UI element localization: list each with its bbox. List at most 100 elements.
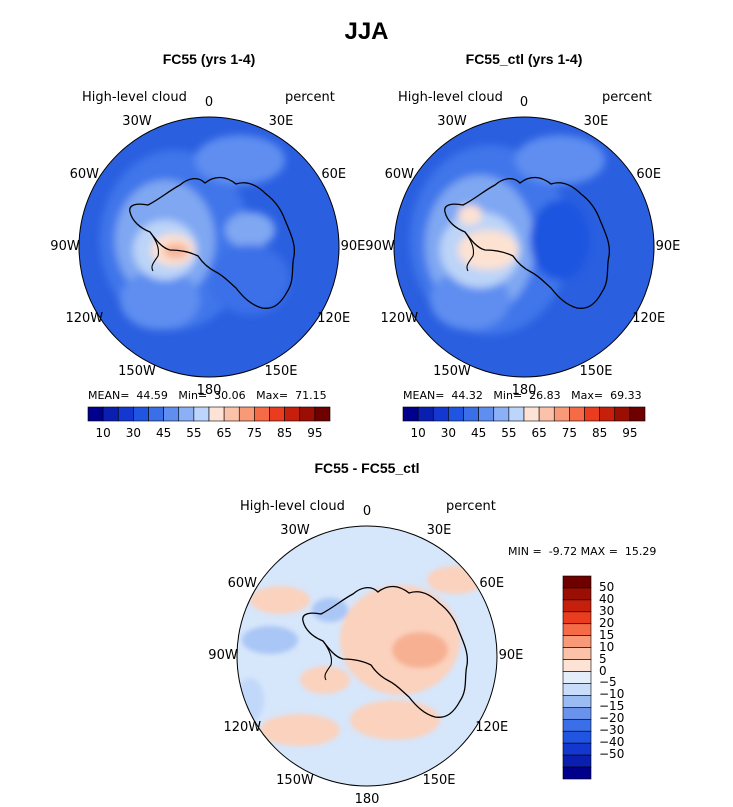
panel-2-colorbar-swatch (402, 406, 419, 422)
difference-colorbar-swatch (562, 599, 592, 613)
panel-2-colorbar-tick-label: 55 (501, 426, 517, 440)
panel-3-units: percent (446, 499, 496, 514)
panel-2-lon-label: 90W (365, 239, 395, 254)
mean-label: MEAN= (88, 389, 130, 402)
difference-colorbar-swatch (562, 575, 592, 589)
panel-2-colorbar-swatch (463, 406, 479, 422)
panel-3-lon-label: 120E (475, 720, 509, 735)
difference-colorbar-tick-label: −40 (599, 735, 625, 750)
panel-1-colorbar-swatch (87, 406, 104, 422)
panel-2-colorbar (402, 406, 646, 422)
panel-1-colorbar-swatch (102, 406, 119, 422)
panel-1-colorbar-swatch (284, 406, 301, 422)
min-label: Min= (493, 389, 523, 402)
panel-1-lon-label: 180 (196, 383, 222, 398)
panel-2-lon-label: 90E (655, 239, 681, 254)
panel-2-colorbar-swatch (629, 406, 646, 422)
panel-2-map (393, 116, 655, 378)
difference-colorbar-swatch (562, 683, 592, 696)
panel-1-lon-label: 90E (340, 239, 366, 254)
panel-1-colorbar-tick-label: 30 (125, 426, 142, 440)
min-label: Min= (178, 389, 208, 402)
panel-1-colorbar-swatch (299, 406, 316, 422)
panel-2-lon-label: 60W (384, 167, 414, 182)
panel-3-lon-label: 90W (208, 648, 238, 663)
panel-1-stats: MEAN= 44.59 Min= 30.06 Max= 71.15 (88, 389, 327, 402)
difference-colorbar-tick-label: −10 (599, 687, 625, 702)
difference-colorbar-swatch (562, 707, 592, 720)
panel-3-lon-label: 150W (276, 772, 314, 788)
panel-1-map (78, 116, 340, 378)
panel-2-stats: MEAN= 44.32 Min= 26.83 Max= 69.33 (403, 389, 642, 402)
panel-2-title: FC55_ctl (yrs 1-4) (465, 51, 583, 67)
difference-colorbar-swatch (562, 659, 592, 672)
difference-colorbar-swatch (562, 730, 592, 744)
difference-colorbar-tick-label: −50 (599, 747, 625, 762)
difference-colorbar-tick-label: −20 (599, 711, 625, 726)
panel-2-colorbar-tick-label: 75 (561, 426, 578, 440)
difference-colorbar-tick-label: 30 (599, 603, 615, 618)
panel-1-colorbar-tick-label: 75 (246, 426, 263, 440)
max-label: Max= (571, 389, 604, 402)
mean-label: MEAN= (403, 389, 445, 402)
min-label: MIN = (508, 545, 542, 558)
panel-3-lon-label: 90E (498, 648, 524, 663)
mean-value: 44.32 (451, 389, 483, 402)
difference-colorbar-tick-label: 0 (599, 663, 607, 678)
difference-colorbar-swatch (562, 718, 592, 732)
panel-2-lon-label: 120E (632, 311, 666, 326)
panel-3-lon-label: 60E (479, 576, 505, 591)
panel-1-colorbar (87, 406, 331, 422)
panel-1-lon-label: 120E (317, 311, 351, 326)
difference-colorbar-tick-label: −15 (599, 699, 625, 714)
panel-1-colorbar-swatch (314, 406, 331, 422)
max-value: 69.33 (610, 389, 642, 402)
panel-2-colorbar-swatch (508, 406, 525, 422)
difference-colorbar-tick-label: 10 (599, 639, 615, 654)
panel-1-lon-label: 90W (50, 239, 80, 254)
main-title: JJA (344, 18, 389, 45)
panel-3-lon-label: 60W (227, 576, 257, 591)
panel-2-colorbar-tick-label: 65 (531, 426, 547, 440)
panel-1-lon-label: 0 (204, 95, 214, 110)
panel-2-colorbar-tick-label: 45 (470, 426, 487, 440)
panel-1-colorbar-swatch (254, 406, 270, 422)
panel-1-colorbar-swatch (193, 406, 210, 422)
panel-1-units: percent (285, 90, 335, 105)
panel-1-colorbar-swatch (117, 406, 134, 422)
panel-2-colorbar-swatch (417, 406, 434, 422)
min-value: 30.06 (214, 389, 246, 402)
panel-3-stats: MIN = -9.72 MAX = 15.29 (508, 545, 656, 558)
panel-1-lon-label: 60W (69, 167, 99, 182)
panel-3-lon-label: 180 (354, 792, 380, 807)
panel-3-lon-label: 30E (426, 523, 452, 539)
panel-3-lon-label: 30W (280, 523, 310, 539)
panel-1-colorbar-swatch (133, 406, 149, 422)
panel-3-lon-label: 0 (362, 504, 372, 519)
panel-2-colorbar-swatch (448, 406, 464, 422)
panel-2-lon-label: 0 (519, 95, 529, 110)
panel-1-colorbar-tick-label: 55 (186, 426, 202, 440)
panel-1-variable: High-level cloud (82, 90, 187, 105)
panel-1-title: FC55 (yrs 1-4) (162, 51, 256, 67)
panel-2-units: percent (602, 90, 652, 105)
panel-2-colorbar-tick-label: 95 (622, 426, 638, 440)
panel-1-colorbar-swatch (163, 406, 180, 422)
difference-colorbar-tick-label: −5 (599, 675, 617, 690)
panel-3-variable: High-level cloud (240, 499, 345, 514)
panel-1-lon-label: 120W (65, 311, 104, 326)
panel-2-colorbar-tick-label: 85 (591, 426, 608, 440)
max-label: Max= (256, 389, 289, 402)
panel-1-colorbar-tick-label: 45 (155, 426, 172, 440)
panel-2-colorbar-tick-label: 30 (440, 426, 457, 440)
max-value: 71.15 (295, 389, 327, 402)
panel-1-lon-label: 150W (118, 363, 156, 379)
difference-colorbar-tick-label: −30 (599, 723, 625, 738)
mean-value: 44.59 (136, 389, 168, 402)
panel-1-colorbar-swatch (148, 406, 164, 422)
difference-colorbar-swatch (562, 647, 592, 660)
panel-2-lon-label: 180 (511, 383, 537, 398)
panel-1-colorbar-tick-label: 95 (307, 426, 323, 440)
panel-2-colorbar-swatch (523, 406, 540, 422)
min-value: -9.72 (548, 545, 578, 558)
